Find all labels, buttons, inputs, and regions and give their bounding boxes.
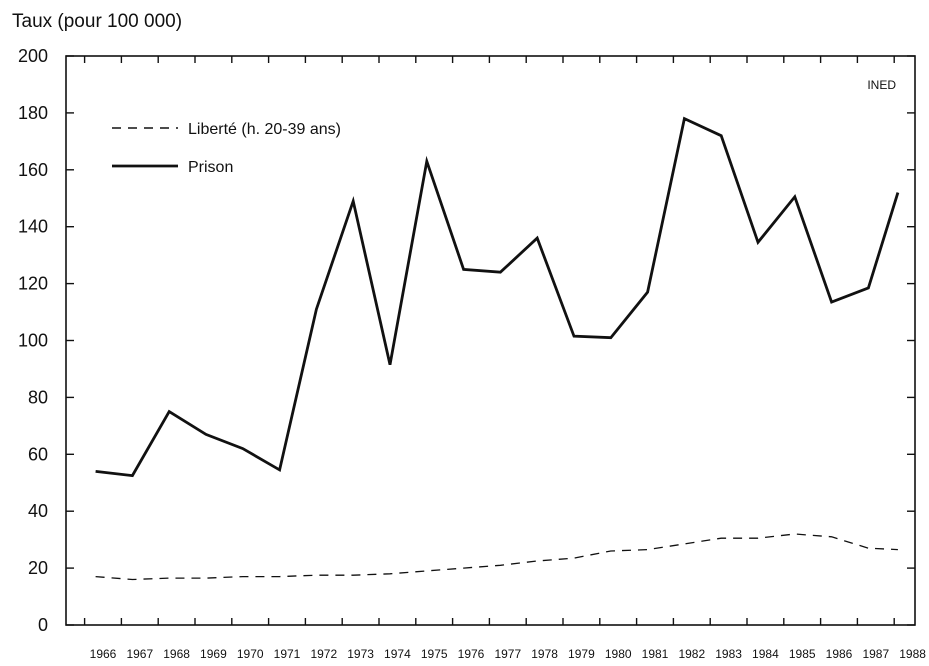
y-axis-title: Taux (pour 100 000) xyxy=(12,11,182,32)
y-tick-label-0: 0 xyxy=(38,615,48,635)
legend: Liberté (h. 20-39 ans) Prison xyxy=(112,121,341,176)
x-tick-label-1988: 1988 xyxy=(899,647,926,661)
x-tick-label-1986: 1986 xyxy=(826,647,853,661)
x-tick-label-1987: 1987 xyxy=(862,647,889,661)
x-tick-label-1976: 1976 xyxy=(458,647,485,661)
x-tick-label-1983: 1983 xyxy=(715,647,742,661)
y-tick-label-180: 180 xyxy=(18,103,48,123)
x-tick-label-1977: 1977 xyxy=(494,647,521,661)
y-tick-label-60: 60 xyxy=(28,444,48,464)
y-tick-label-140: 140 xyxy=(18,217,48,237)
x-tick-label-1984: 1984 xyxy=(752,647,779,661)
y-tick-label-20: 20 xyxy=(28,558,48,578)
y-tick-label-160: 160 xyxy=(18,160,48,180)
x-tick-label-1971: 1971 xyxy=(274,647,301,661)
x-tick-label-1981: 1981 xyxy=(642,647,669,661)
source-label: INED xyxy=(867,78,896,92)
x-tick-label-1966: 1966 xyxy=(90,647,117,661)
series-line-liberte xyxy=(95,533,898,581)
y-tick-label-200: 200 xyxy=(18,46,48,66)
x-tick-label-1985: 1985 xyxy=(789,647,816,661)
y-tick-label-100: 100 xyxy=(18,331,48,351)
legend-label-liberte: Liberté (h. 20-39 ans) xyxy=(188,121,341,138)
x-axis: 1966 1967 1968 1969 1970 1971 1972 1973 1974 1975… xyxy=(83,56,926,661)
x-tick-label-1967: 1967 xyxy=(126,647,153,661)
series-line-prison xyxy=(95,116,900,478)
x-tick-label-1972: 1972 xyxy=(310,647,337,661)
y-tick-label-120: 120 xyxy=(18,274,48,294)
x-tick-label-1974: 1974 xyxy=(384,647,411,661)
x-tick-label-1982: 1982 xyxy=(678,647,705,661)
y-tick-label-80: 80 xyxy=(28,387,48,407)
x-tick-label-1979: 1979 xyxy=(568,647,595,661)
x-tick-label-1975: 1975 xyxy=(421,647,448,661)
plot-frame xyxy=(65,55,916,626)
x-tick-label-1973: 1973 xyxy=(347,647,374,661)
x-tick-label-1978: 1978 xyxy=(531,647,558,661)
x-tick-label-1980: 1980 xyxy=(605,647,632,661)
x-tick-label-1970: 1970 xyxy=(237,647,264,661)
legend-label-prison: Prison xyxy=(188,159,233,176)
y-axis: 0 20 40 60 80 100 120 140 160 180 200 xyxy=(18,46,915,635)
y-tick-label-40: 40 xyxy=(28,501,48,521)
x-tick-label-1968: 1968 xyxy=(163,647,190,661)
x-tick-label-1969: 1969 xyxy=(200,647,227,661)
series-layer xyxy=(95,116,900,581)
